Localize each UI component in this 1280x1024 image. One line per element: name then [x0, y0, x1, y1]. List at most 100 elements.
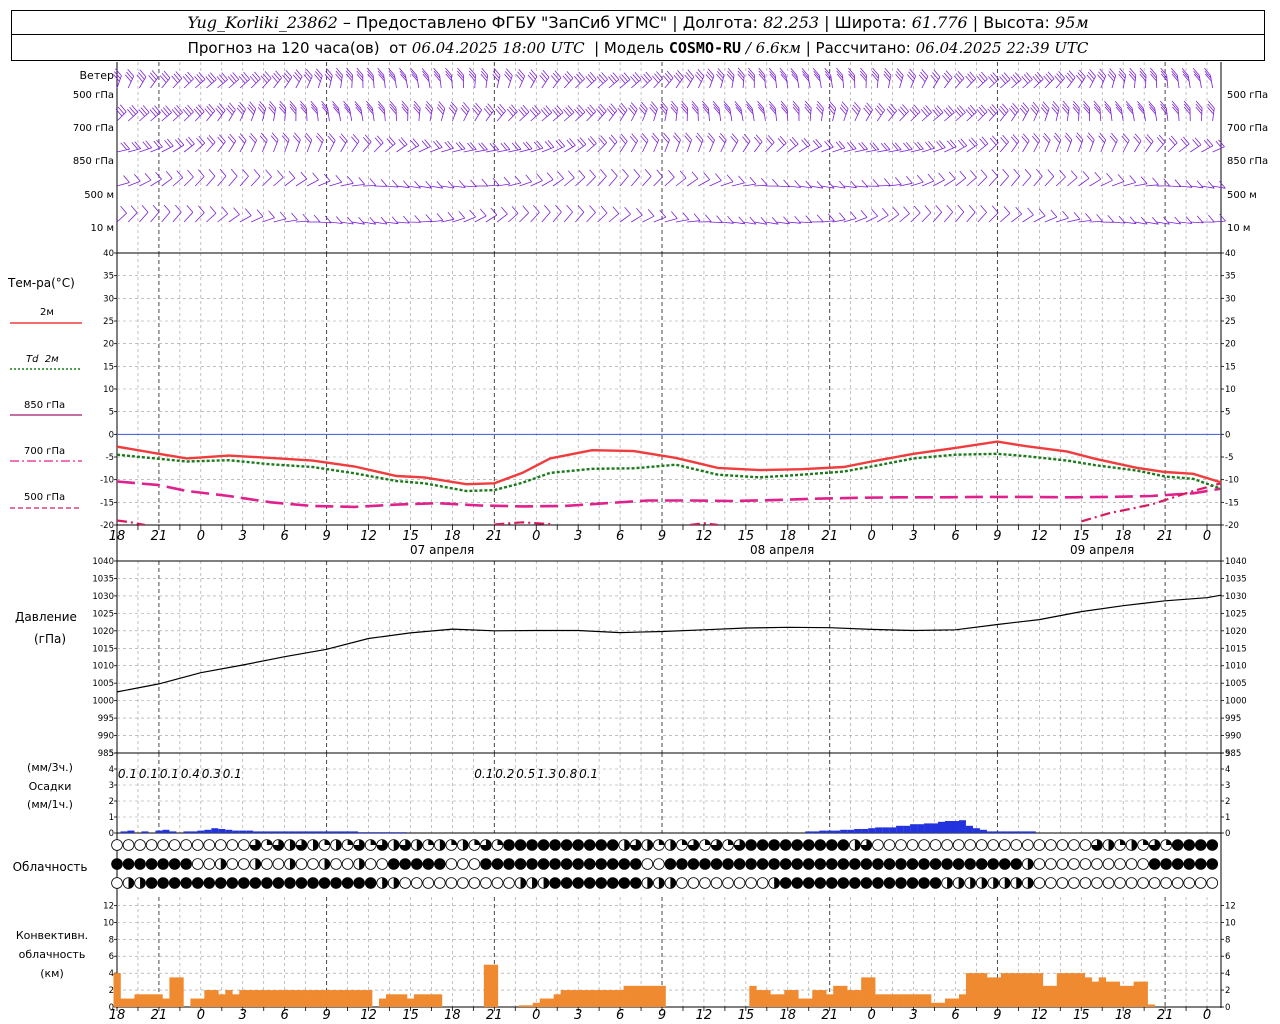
- precip-bar: [344, 831, 352, 833]
- wind-barb-flag: [925, 141, 932, 150]
- wind-barb-flag: [1021, 136, 1029, 144]
- wind-barb-flag: [1146, 134, 1154, 142]
- cloud-cover-symbol: [480, 877, 492, 889]
- wind-barb-staff: [575, 176, 586, 187]
- wind-barb-staff: [899, 182, 913, 187]
- wind-barb-staff: [239, 175, 249, 187]
- wind-barb-staff: [977, 111, 988, 122]
- cloud-cover-fill: [289, 858, 296, 870]
- wind-barb-flag: [238, 135, 246, 144]
- wind-barb-flag: [1159, 100, 1167, 109]
- wind-barb-flag: [282, 132, 290, 141]
- wind-barb-staff: [306, 75, 313, 89]
- wind-barb-flag: [612, 206, 620, 214]
- wind-barb-flag: [1134, 133, 1142, 142]
- pressure-tick-label: 1010: [92, 662, 114, 672]
- wind-barb-flag: [515, 74, 523, 82]
- cloud-cover-symbol: [1056, 858, 1069, 870]
- wind-barb-staff: [183, 176, 194, 187]
- wind-barb-flag: [119, 104, 127, 113]
- wind-barb-staff: [262, 217, 275, 223]
- wind-barb-flag: [249, 75, 257, 84]
- cloud-cover-symbol: [802, 839, 815, 851]
- wind-barb-flag: [702, 103, 709, 112]
- hour-label: 12: [360, 529, 377, 544]
- cloud-cover-fill: [439, 839, 446, 851]
- cloud-cover-fill: [704, 839, 711, 845]
- wind-barb-flag: [804, 103, 812, 112]
- wind-barb-flag: [332, 100, 339, 109]
- cloud-cover-symbol: [238, 858, 250, 870]
- wind-barb-flag: [1108, 71, 1116, 79]
- cloud-cover-symbol: [745, 858, 757, 870]
- conv-cloud-bar: [581, 990, 589, 1007]
- temp-tick-label: 30: [103, 294, 114, 304]
- hour-label-bottom: 15: [738, 1008, 755, 1023]
- wind-barb-flag: [182, 75, 190, 84]
- wind-barb-flag: [120, 205, 127, 214]
- cloud-cover-symbol: [860, 877, 873, 889]
- conv-cloud-bar: [260, 990, 268, 1007]
- wind-barb-flag: [942, 75, 949, 83]
- conv-cloud-bar: [253, 990, 261, 1007]
- conv-tick-label-right: 4: [1225, 969, 1230, 979]
- cloud-cover-symbol: [1010, 858, 1023, 870]
- cloud-cover-symbol: [883, 839, 896, 851]
- wind-barb-flag: [565, 107, 573, 115]
- wind-barb-flag: [804, 106, 812, 115]
- wind-barb-flag: [651, 135, 658, 144]
- cloud-cover-symbol: [964, 858, 976, 870]
- wind-barb-flag: [707, 68, 715, 77]
- conv-tick-label: 4: [109, 969, 114, 979]
- wind-barb-staff: [418, 185, 432, 189]
- wind-barb-flag: [1170, 67, 1178, 76]
- wind-barb-flag: [218, 103, 226, 111]
- wind-barb-flag: [156, 139, 163, 148]
- wind-barb-staff: [888, 214, 900, 223]
- wind-barb-staff: [128, 180, 141, 187]
- cloud-cover-symbol: [203, 858, 216, 870]
- date-label: 08 апреля: [750, 543, 814, 557]
- conv-cloud-bar: [190, 998, 198, 1007]
- wind-barb-flag: [340, 133, 348, 141]
- wind-barb-flag: [1106, 173, 1113, 181]
- wind-barb-flag: [1021, 105, 1028, 113]
- cloud-cover-fill: [312, 839, 319, 851]
- cloud-cover-symbol: [307, 877, 319, 889]
- conv-cloud-bar: [798, 998, 806, 1007]
- wind-barb-flag: [638, 107, 646, 115]
- wind-barb-flag: [300, 171, 308, 180]
- cloud-cover-fill: [1120, 839, 1126, 845]
- cloud-cover-symbol: [918, 877, 930, 889]
- wind-barb-flag: [1204, 67, 1211, 76]
- wind-barb-flag: [163, 204, 171, 213]
- wind-barb-flag: [1077, 72, 1085, 80]
- wind-barb-flag: [943, 109, 951, 117]
- wind-barb-flag: [473, 105, 481, 113]
- wind-barb-flag: [259, 135, 267, 144]
- wind-barb-staff: [1178, 143, 1190, 153]
- wind-barb-flag: [117, 106, 125, 115]
- precip-bar: [938, 821, 945, 833]
- wind-barb-flag: [445, 73, 453, 82]
- wind-barb-staff: [888, 110, 897, 122]
- conv-tick-label-right: 0: [1225, 1003, 1230, 1013]
- wind-barb-flag: [467, 142, 474, 151]
- wind-barb-flag: [182, 108, 190, 117]
- wind-barb-staff: [1067, 177, 1078, 187]
- wind-barb-flag: [1149, 106, 1156, 115]
- wind-barb-flag: [270, 135, 278, 143]
- wind-barb-flag: [1114, 100, 1122, 109]
- wind-barb-flag: [522, 205, 530, 214]
- temp-tick-label: -15: [100, 498, 114, 508]
- wind-barb-flag: [1000, 137, 1007, 145]
- wind-barb-flag: [967, 107, 975, 115]
- wind-barb-flag: [1107, 74, 1115, 82]
- cloud-cover-symbol: [203, 839, 216, 851]
- wind-barb-staff: [362, 141, 372, 153]
- hour-label: 21: [821, 529, 838, 544]
- wind-barb-staff: [452, 217, 465, 223]
- wind-barb-flag: [468, 73, 476, 82]
- wind-barb-flag: [758, 70, 766, 79]
- cloud-cover-symbol: [1206, 877, 1219, 889]
